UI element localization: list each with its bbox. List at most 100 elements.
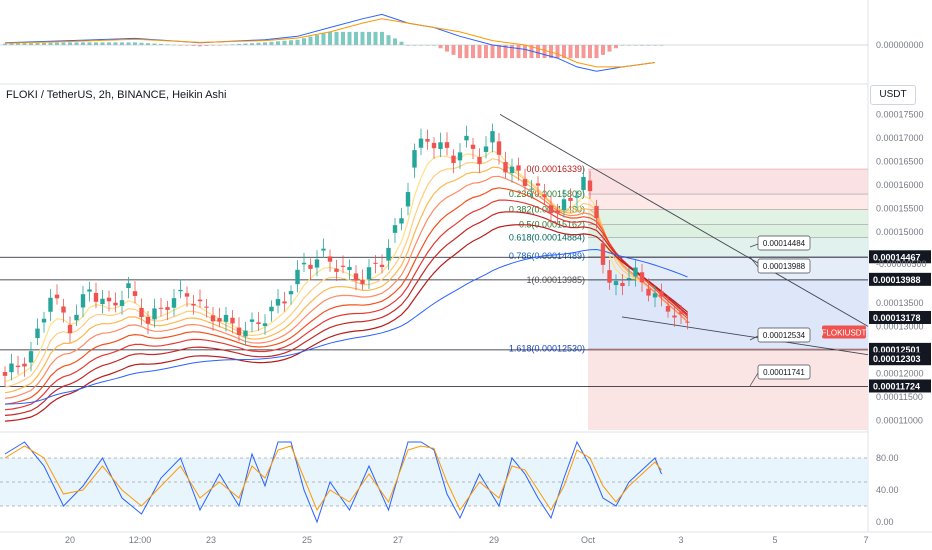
time-tick-label: 3	[678, 535, 683, 545]
candle-body	[613, 281, 619, 286]
macd-histogram-bar	[341, 31, 345, 45]
candle-body	[301, 262, 307, 265]
candle-body	[314, 259, 320, 268]
macd-histogram-bar	[646, 45, 651, 46]
candle-body	[477, 157, 482, 164]
macd-histogram-bar	[42, 42, 46, 45]
time-tick-label: 25	[302, 535, 312, 545]
time-tick-label: Oct	[581, 535, 596, 545]
macd-histogram-bar	[94, 42, 98, 45]
macd-histogram-bar	[425, 45, 430, 46]
stoch-k-line	[4, 440, 662, 524]
macd-histogram-bar	[16, 43, 20, 45]
macd-histogram-bar	[588, 45, 592, 59]
fib-zone	[588, 237, 868, 257]
macd-histogram-bar	[269, 41, 274, 45]
candle-body	[665, 306, 671, 312]
macd-histogram-bar	[55, 42, 59, 45]
candle-body	[67, 324, 73, 334]
fib-zone	[588, 209, 868, 225]
price-label-box	[869, 352, 931, 366]
candle-body	[28, 351, 34, 363]
price-tick-label: 0.00016500	[876, 157, 924, 167]
candle-body	[405, 192, 411, 207]
macd-histogram-bar	[61, 42, 66, 45]
candle-body	[425, 139, 430, 142]
macd-histogram-bar	[471, 45, 475, 59]
macd-histogram-bar	[113, 42, 118, 45]
macd-histogram-bar	[211, 45, 215, 46]
macd-histogram-bar	[237, 43, 241, 45]
macd-histogram-bar	[334, 31, 339, 45]
price-tick-label: 0.00017500	[876, 109, 924, 119]
candle-body	[431, 142, 437, 149]
macd-histogram-bar	[633, 45, 638, 46]
macd-histogram-bar	[48, 42, 53, 45]
ema-ribbon-line	[4, 211, 688, 416]
symbol-label-box	[822, 325, 866, 339]
macd-histogram-bar	[276, 41, 280, 45]
macd-histogram-bar	[302, 38, 306, 45]
macd-histogram-bar	[217, 45, 222, 46]
macd-histogram-bar	[315, 35, 319, 45]
candle-body	[15, 365, 21, 368]
currency-button[interactable]: USDT	[870, 85, 916, 105]
candle-body	[529, 188, 534, 190]
macd-histogram-bar	[230, 44, 235, 45]
candle-body	[555, 210, 560, 214]
callout-label: 0.00012534	[763, 331, 806, 340]
candle-body	[483, 146, 489, 152]
stoch-d-line	[4, 445, 662, 512]
candle-body	[542, 194, 547, 198]
candle-body	[373, 262, 378, 264]
ema-ribbon-line	[4, 150, 688, 383]
candle-body	[61, 306, 66, 313]
macd-histogram-bar	[438, 45, 443, 49]
candle-body	[490, 131, 495, 143]
candle-body	[685, 321, 690, 323]
candle-body	[626, 278, 632, 280]
price-label: 0.00013988	[873, 275, 921, 285]
price-label: 0.00013178	[873, 313, 921, 323]
candle-body	[93, 292, 99, 302]
macd-histogram-bar	[393, 38, 397, 45]
candle-body	[113, 302, 118, 306]
macd-histogram-bar	[510, 45, 514, 59]
macd-histogram-bar	[380, 31, 384, 45]
macd-histogram-bar	[568, 45, 573, 59]
price-tick-label: 0.00011000	[876, 416, 923, 426]
fib-level-label: 0.786(0.00014489)	[509, 251, 585, 261]
candle-body	[581, 176, 586, 190]
macd-histogram-bar	[347, 31, 352, 45]
candle-body	[269, 306, 274, 312]
candle-body	[607, 270, 612, 283]
ema-ribbon-line	[4, 199, 688, 411]
macd-histogram-bar	[490, 45, 495, 59]
candle-body	[152, 308, 157, 320]
macd-histogram-bar	[406, 45, 410, 46]
candle-body	[256, 322, 261, 324]
candle-body	[2, 372, 8, 376]
candle-body	[100, 298, 105, 305]
price-tick-label: 0.00011500	[876, 392, 923, 402]
trend-line	[621, 316, 869, 356]
candle-body	[451, 155, 456, 163]
macd-histogram-bar	[74, 42, 79, 45]
candle-body	[158, 307, 164, 309]
candle-body	[353, 273, 359, 281]
candle-body	[171, 298, 177, 308]
fib-level-label: 0.382(0.00015480)	[509, 205, 585, 215]
candle-body	[145, 316, 151, 324]
candle-body	[178, 289, 183, 292]
candle-body	[288, 291, 294, 295]
callout-pointer	[749, 243, 759, 248]
candle-body	[340, 265, 346, 267]
time-tick-label: 29	[489, 535, 499, 545]
price-label-box	[869, 379, 931, 393]
slow-moving-average	[4, 248, 688, 405]
fib-zone	[588, 348, 868, 430]
ema-ribbon-line	[4, 224, 688, 422]
macd-histogram-bar	[464, 45, 469, 59]
macd-histogram-bar	[601, 45, 605, 55]
